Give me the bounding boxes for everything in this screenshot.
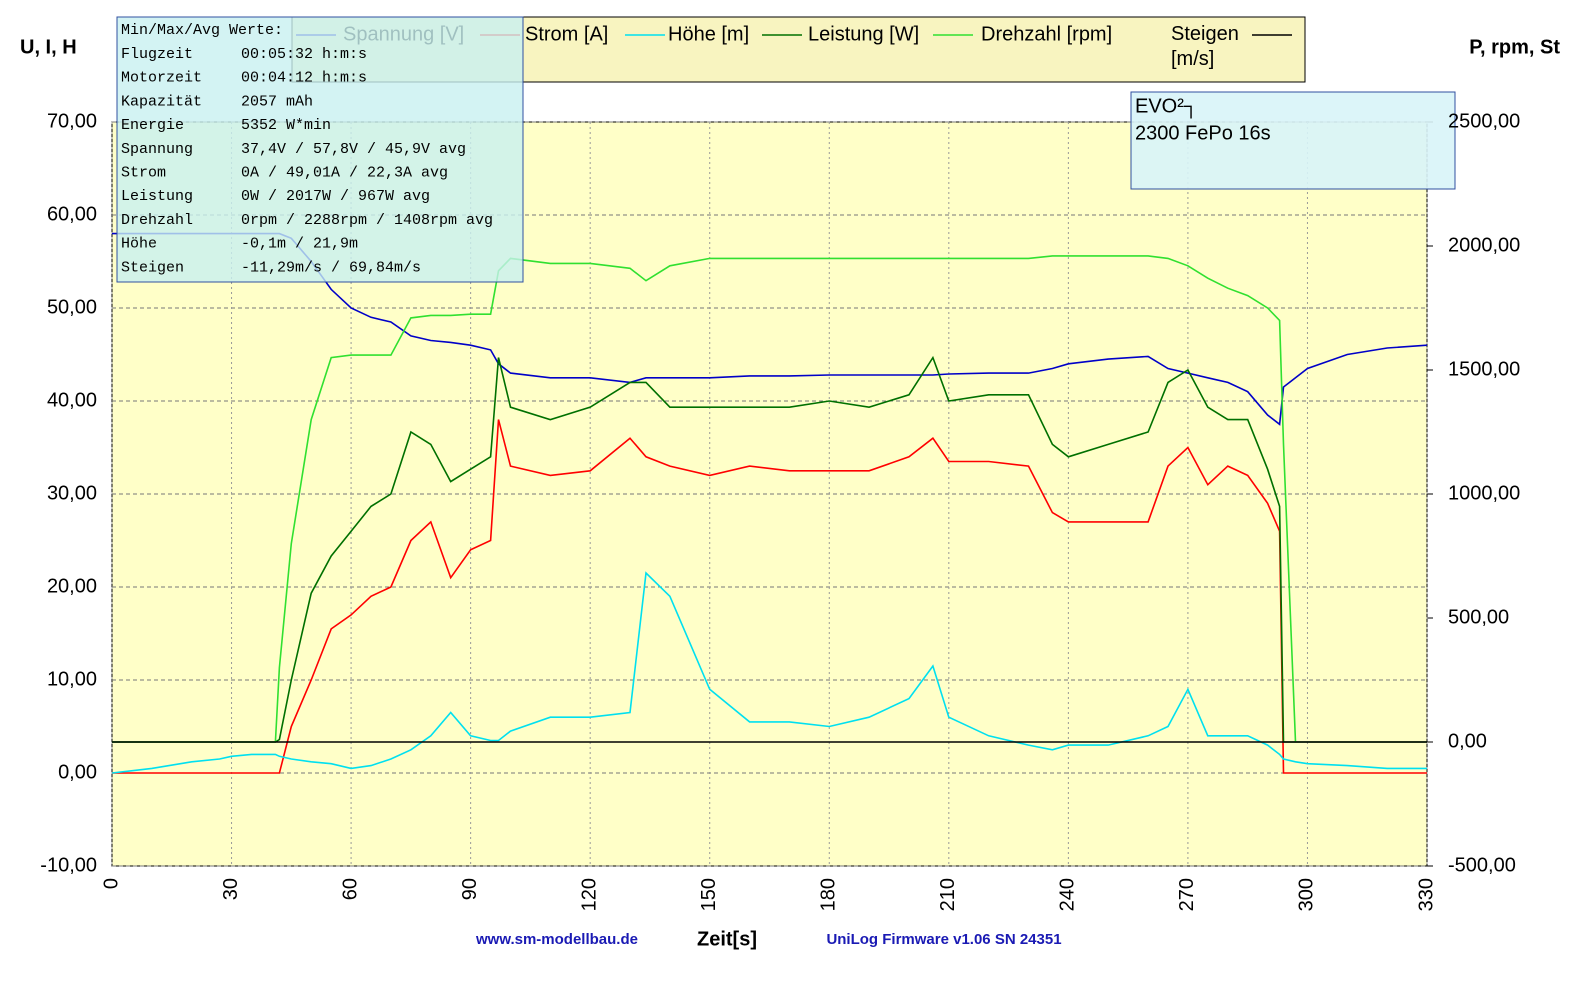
x-tick-label: 30 (220, 878, 242, 900)
stats-value: 37,4V / 57,8V / 45,9V avg (241, 141, 466, 158)
y2-tick-label: 2500,00 (1448, 110, 1520, 132)
stats: Flugzeit 00:05:32 h:m:s Motorzeit 00:04:12 … (121, 46, 493, 276)
model-line: EVO²┐ (1135, 95, 1198, 118)
y2-tick-label: 0,00 (1448, 730, 1487, 752)
stats-label: Strom (121, 164, 166, 181)
stats-value: -11,29m/s / 69,84m/s (241, 259, 421, 276)
footer-left: www.sm-modellbau.de (475, 931, 638, 948)
x-tick-label: 270 (1176, 878, 1198, 911)
y-tick-label: 30,00 (47, 482, 97, 504)
stats-label: Kapazität (121, 93, 202, 110)
series-layer (111, 232, 1428, 774)
stats-title: Min/Max/Avg Werte: (121, 22, 283, 39)
legend-label: Drehzahl [rpm] (981, 23, 1112, 45)
y2-tick-label: 2000,00 (1448, 234, 1520, 256)
footer-right: UniLog Firmware v1.06 SN 24351 (826, 931, 1061, 948)
y2-tick-label: -500,00 (1448, 854, 1516, 876)
x-tick-label: 240 (1057, 878, 1079, 911)
y-tick-label: -10,00 (40, 854, 97, 876)
stats-label: Höhe (121, 236, 157, 253)
legend-label: Leistung [W] (808, 23, 919, 45)
x-tick-label: 210 (937, 878, 959, 911)
stats-label: Energie (121, 117, 184, 134)
legend-label: Höhe [m] (668, 23, 749, 45)
y-tick-label: 50,00 (47, 296, 97, 318)
stats-value: 0A / 49,01A / 22,3A avg (241, 164, 448, 181)
x-tick-label: 330 (1415, 878, 1437, 911)
stats-value: 2057 mAh (241, 93, 313, 110)
stats-value: 00:04:12 h:m:s (241, 70, 367, 87)
x-tick-label: 150 (698, 878, 720, 911)
x-tick-label: 300 (1296, 878, 1318, 911)
legend-label: Steigen [m/s] (1171, 23, 1239, 70)
model-box (1130, 91, 1456, 190)
series-line (112, 355, 1427, 743)
series-line (112, 255, 1297, 743)
series-line (111, 571, 1427, 774)
stats-value: -0,1m / 21,9m (241, 236, 358, 253)
y-tick-label: 0,00 (58, 761, 97, 783)
model-line: 2300 FePo 16s (1135, 122, 1271, 144)
right-axis-title: P, rpm, St (1469, 36, 1560, 58)
stats-box (116, 16, 524, 283)
stats-label: Steigen (121, 259, 184, 276)
y-tick-label: 20,00 (47, 575, 97, 597)
y-tick-label: 70,00 (47, 110, 97, 132)
left-axis-title: U, I, H (20, 36, 77, 58)
y2-tick-label: 1000,00 (1448, 482, 1520, 504)
stats-label: Flugzeit (121, 46, 193, 63)
y-tick-label: 60,00 (47, 203, 97, 225)
stats-label: Motorzeit (121, 70, 202, 87)
stats-label: Spannung (121, 141, 193, 158)
stats-label: Drehzahl (121, 212, 193, 229)
x-tick-label: 90 (459, 878, 481, 900)
x-tick-label: 120 (578, 878, 600, 911)
y-tick-label: 10,00 (47, 668, 97, 690)
stats-value: 0W / 2017W / 967W avg (241, 188, 430, 205)
legend-label: Strom [A] (525, 23, 608, 45)
x-tick-label: 180 (818, 878, 840, 911)
stats-value: 00:05:32 h:m:s (241, 46, 367, 63)
y2-tick-label: 1500,00 (1448, 358, 1520, 380)
series-line (112, 419, 1427, 774)
stats-value: 0rpm / 2288rpm / 1408rpm avg (241, 212, 493, 229)
stats-label: Leistung (121, 188, 193, 205)
y2-tick-label: 500,00 (1448, 606, 1509, 628)
x-axis-title: Zeit[s] (697, 928, 757, 950)
stats-value: 5352 W*min (241, 117, 331, 134)
x-tick-label: 0 (100, 878, 122, 889)
y-tick-label: 40,00 (47, 389, 97, 411)
x-tick-label: 60 (339, 878, 361, 900)
